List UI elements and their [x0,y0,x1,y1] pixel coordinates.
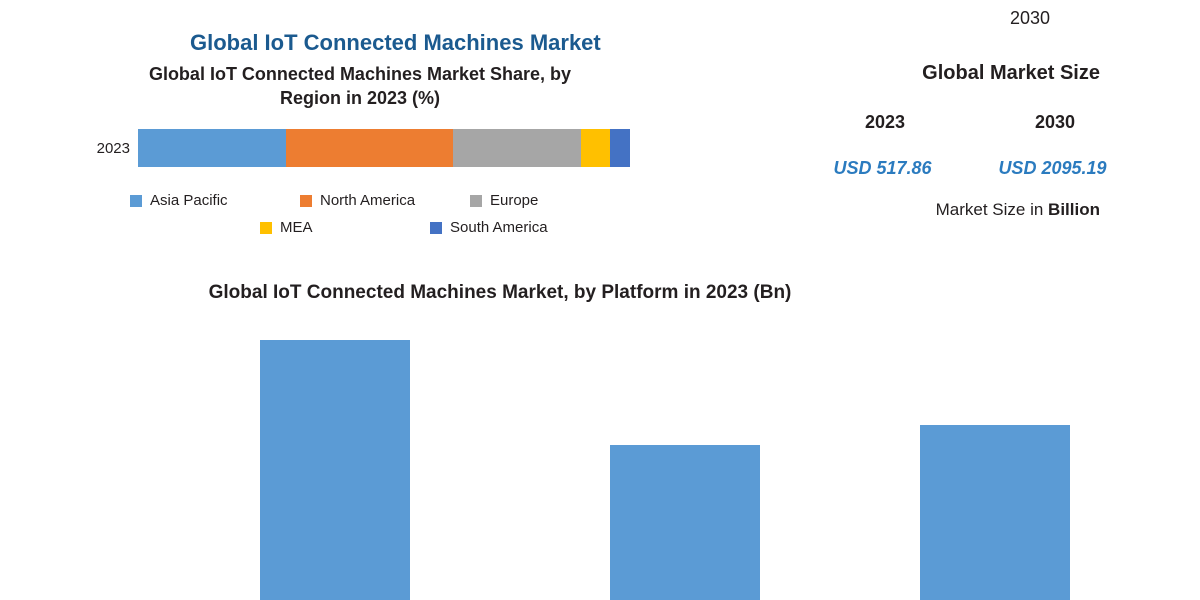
legend-item-europe: Europe [470,192,600,209]
platform-bar-0 [260,340,410,600]
share-segment-asia-pacific [138,129,286,167]
market-size-title: Global Market Size [922,62,1100,85]
share-legend: Asia Pacific North America Europe MEA South… [130,192,630,246]
market-size-unit-bold: Billion [1048,200,1100,219]
legend-label: South America [450,219,548,236]
platform-bar-2 [920,425,1070,600]
market-size-years: 2023 2030 [800,112,1140,133]
share-bar-year-label: 2023 [90,140,138,157]
legend-swatch [470,195,482,207]
market-size-value-1: USD 2095.19 [998,158,1106,179]
market-size-year-0: 2023 [865,112,905,133]
share-segment-north-america [286,129,453,167]
legend-swatch [430,222,442,234]
legend-item-mea: MEA [260,219,390,236]
legend-label: Asia Pacific [150,192,228,209]
legend-label: Europe [490,192,538,209]
platform-chart-title: Global IoT Connected Machines Market, by… [0,282,1000,304]
market-size-year-1: 2030 [1035,112,1075,133]
share-segment-europe [453,129,581,167]
legend-label: MEA [280,219,313,236]
share-chart-title: Global IoT Connected Machines Market Sha… [140,62,580,111]
legend-swatch [130,195,142,207]
share-bar-track [138,129,630,167]
share-segment-south-america [610,129,630,167]
legend-label: North America [320,192,415,209]
market-size-value-0: USD 517.86 [833,158,931,179]
legend-item-south-america: South America [430,219,560,236]
forecast-year: 2030 [1010,8,1050,29]
legend-item-north-america: North America [300,192,430,209]
legend-item-asia-pacific: Asia Pacific [130,192,260,209]
share-stacked-bar: 2023 [90,128,630,168]
legend-swatch [300,195,312,207]
market-size-values: USD 517.86 USD 2095.19 [800,158,1140,179]
platform-bar-1 [610,445,760,600]
market-size-unit: Market Size in Billion [936,200,1100,220]
page-title: Global IoT Connected Machines Market [190,30,601,56]
share-segment-mea [581,129,611,167]
market-size-unit-prefix: Market Size in [936,200,1048,219]
platform-bars-area [120,340,1080,600]
legend-swatch [260,222,272,234]
